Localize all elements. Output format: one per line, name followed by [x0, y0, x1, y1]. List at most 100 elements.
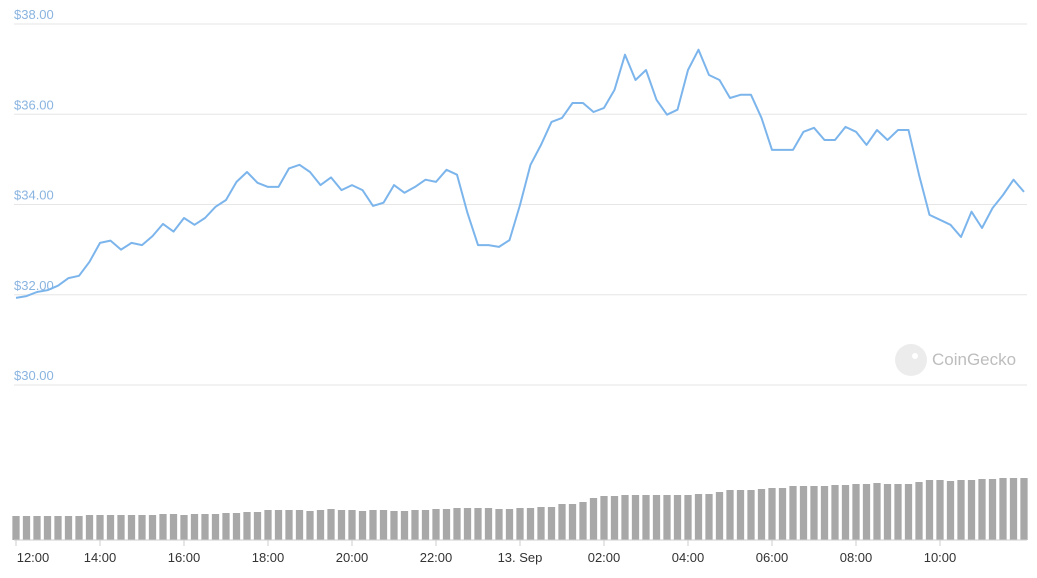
volume-bar	[799, 486, 808, 540]
volume-bar	[463, 508, 472, 540]
volume-bar	[978, 479, 986, 540]
y-tick-label: $34.00	[14, 188, 54, 203]
volume-bar	[327, 509, 335, 540]
volume-bar	[936, 480, 944, 540]
volume-bar	[159, 514, 167, 540]
x-tick-label: 18:00	[252, 550, 285, 565]
volume-bar	[705, 494, 713, 540]
volume-bar	[411, 510, 419, 540]
volume-bar	[12, 516, 20, 540]
volume-bar	[547, 507, 556, 540]
volume-bar	[358, 511, 367, 540]
volume-bar	[295, 510, 304, 540]
volume-bar	[22, 516, 31, 540]
volume-bar	[75, 516, 83, 540]
volume-bar	[894, 484, 902, 540]
volume-bar	[516, 508, 524, 540]
volume-bar	[831, 485, 839, 540]
volume-bar	[841, 485, 850, 540]
volume-bar	[390, 511, 398, 540]
x-tick-label: 02:00	[588, 550, 621, 565]
volume-bar	[33, 516, 41, 540]
volume-bar	[862, 484, 871, 540]
volume-bar	[757, 489, 766, 540]
volume-bar	[726, 490, 734, 540]
volume-bar	[243, 512, 251, 540]
volume-bar	[558, 504, 566, 540]
watermark: CoinGecko	[895, 344, 1016, 376]
volume-bar	[96, 515, 104, 540]
y-tick-label: $38.00	[14, 7, 54, 22]
volume-bar	[1020, 478, 1028, 540]
volume-bar	[925, 480, 934, 540]
volume-bar	[138, 515, 146, 540]
watermark-eye	[912, 353, 918, 359]
volume-bar	[684, 495, 692, 540]
volume-bar	[232, 513, 241, 540]
volume-bar	[453, 508, 461, 540]
volume-bar	[589, 498, 598, 540]
volume-bar	[337, 510, 346, 540]
volume-bar	[495, 509, 503, 540]
volume-bar	[201, 514, 209, 540]
volume-bar	[421, 510, 430, 540]
x-tick-label: 20:00	[336, 550, 369, 565]
x-tick-label: 14:00	[84, 550, 117, 565]
volume-bar	[600, 496, 608, 540]
volume-bar	[316, 510, 325, 540]
volume-bar	[117, 515, 125, 540]
volume-bar	[54, 516, 62, 540]
volume-bar	[957, 480, 965, 540]
volume-bar	[169, 514, 178, 540]
volume-bar	[610, 496, 619, 540]
volume-bar	[1009, 478, 1018, 540]
volume-bar	[999, 478, 1007, 540]
volume-bar	[768, 488, 776, 540]
x-tick-label: 10:00	[924, 550, 957, 565]
volume-bar	[306, 511, 314, 540]
volume-bar	[64, 516, 73, 540]
watermark-text: CoinGecko	[932, 350, 1016, 369]
volume-bar	[526, 508, 535, 540]
volume-bar	[474, 508, 482, 540]
volume-bar	[285, 510, 293, 540]
volume-bar	[348, 510, 356, 540]
volume-bar	[621, 495, 629, 540]
x-tick-label: 13. Sep	[498, 550, 543, 565]
volume-bar	[810, 486, 818, 540]
x-tick-label: 06:00	[756, 550, 789, 565]
x-tick-label: 16:00	[168, 550, 201, 565]
volume-bar	[778, 488, 787, 540]
volume-bar	[85, 515, 94, 540]
volume-bar	[631, 495, 640, 540]
y-tick-label: $36.00	[14, 97, 54, 112]
volume-bar	[484, 508, 493, 540]
volume-bar	[852, 484, 860, 540]
volume-bar	[127, 515, 136, 540]
volume-bar	[211, 514, 220, 540]
volume-bar	[736, 490, 745, 540]
x-tick-label: 12:00	[17, 550, 50, 565]
volume-bar	[43, 516, 52, 540]
volume-bar	[715, 492, 724, 540]
volume-bar	[568, 504, 577, 540]
volume-bar	[400, 511, 409, 540]
volume-bar	[967, 480, 976, 540]
volume-bar	[274, 510, 283, 540]
volume-bar	[883, 484, 892, 540]
volume-bar	[694, 494, 703, 540]
volume-bar	[369, 510, 377, 540]
price-line	[15, 48, 1025, 299]
volume-bar	[222, 513, 230, 540]
volume-bar	[988, 479, 997, 540]
watermark-icon	[895, 344, 927, 376]
volume-bar	[442, 509, 451, 540]
y-tick-label: $32.00	[14, 278, 54, 293]
x-tick-label: 22:00	[420, 550, 453, 565]
volume-bar	[642, 495, 650, 540]
volume-bar	[537, 507, 545, 540]
x-tick-label: 04:00	[672, 550, 705, 565]
volume-bar	[820, 486, 829, 540]
volume-bar	[432, 509, 440, 540]
volume-bar	[505, 509, 514, 540]
